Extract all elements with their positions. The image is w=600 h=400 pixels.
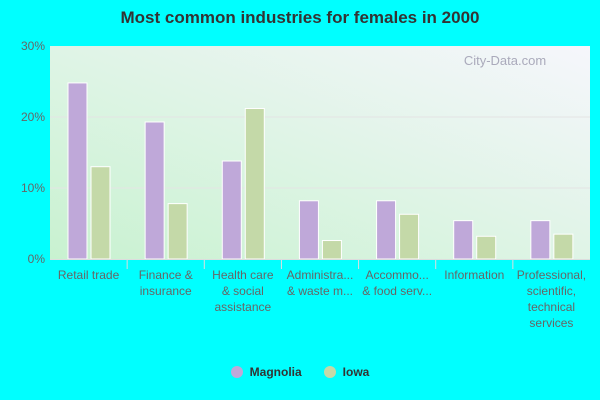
y-tick-label: 0% — [28, 252, 46, 266]
y-tick-label: 10% — [21, 181, 45, 195]
legend-swatch — [230, 366, 243, 378]
watermark: City-Data.com — [464, 53, 546, 68]
legend-label: Iowa — [342, 365, 370, 379]
bar-magnolia[interactable] — [298, 200, 319, 260]
legend-label: Magnolia — [249, 365, 302, 379]
x-category-label: Professional, scientific, technical service… — [517, 268, 586, 330]
x-category-label: Retail trade — [58, 268, 120, 282]
legend-item: Magnolia — [230, 365, 302, 379]
bar-magnolia[interactable] — [144, 121, 165, 260]
x-category-label: Administra... & waste m... — [287, 268, 354, 298]
bar-iowa[interactable] — [321, 240, 342, 260]
bar-magnolia[interactable] — [221, 160, 242, 260]
legend-item: Iowa — [323, 365, 370, 379]
bar-iowa[interactable] — [553, 233, 574, 260]
bar-iowa[interactable] — [476, 235, 497, 260]
x-category-label: Accommo... & food serv... — [362, 268, 432, 298]
bar-iowa[interactable] — [244, 107, 265, 260]
bar-magnolia[interactable] — [453, 220, 474, 260]
chart-title: Most common industries for females in 20… — [120, 8, 480, 27]
bar-iowa[interactable] — [167, 203, 188, 260]
y-tick-label: 20% — [21, 110, 45, 124]
x-category-label: Health care & social assistance — [212, 268, 274, 314]
y-tick-label: 30% — [21, 39, 45, 53]
bar-magnolia[interactable] — [530, 220, 551, 260]
legend: Magnolia Iowa — [0, 365, 600, 379]
legend-swatch — [323, 366, 336, 378]
bar-iowa[interactable] — [90, 166, 111, 260]
x-category-label: Information — [444, 268, 504, 282]
bar-iowa[interactable] — [399, 213, 420, 260]
bar-magnolia[interactable] — [376, 200, 397, 260]
bar-magnolia[interactable] — [67, 82, 88, 260]
plot-area — [50, 46, 590, 259]
x-category-label: Finance & insurance — [139, 268, 193, 298]
